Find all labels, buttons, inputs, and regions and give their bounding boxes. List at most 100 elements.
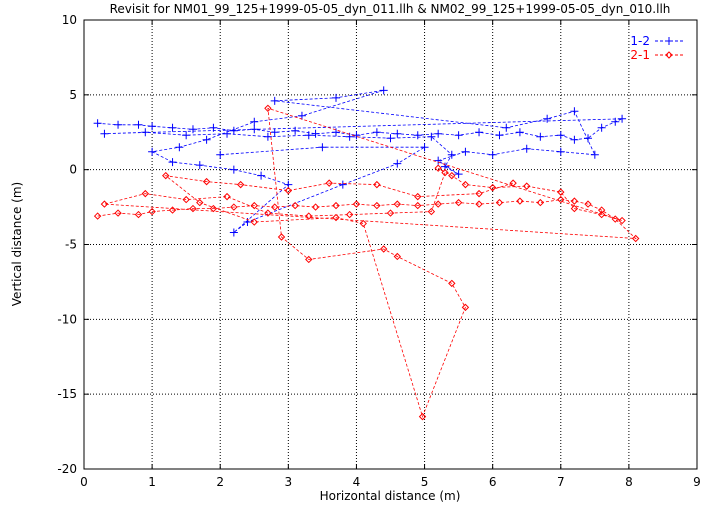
x-tick-label: 1 <box>148 475 156 489</box>
data-point <box>141 189 150 198</box>
data-point <box>543 114 552 123</box>
y-tick-label: -15 <box>57 387 77 401</box>
data-point <box>536 198 545 207</box>
data-point <box>523 182 531 190</box>
data-point <box>584 134 593 143</box>
data-point <box>93 119 102 128</box>
data-point <box>332 93 341 102</box>
data-point <box>556 147 565 156</box>
data-point <box>393 129 402 138</box>
data-point <box>454 131 463 140</box>
data-point <box>229 228 238 237</box>
data-point <box>270 96 279 105</box>
data-point <box>202 135 211 144</box>
data-point <box>250 125 259 134</box>
data-point <box>475 189 483 198</box>
data-point <box>195 161 204 170</box>
grid-lines <box>84 20 697 469</box>
data-point <box>488 183 497 192</box>
data-point <box>386 209 395 217</box>
data-point <box>448 279 456 288</box>
data-point <box>318 143 327 152</box>
y-tick-label: 10 <box>62 13 77 27</box>
data-point <box>270 128 279 137</box>
data-point <box>570 107 579 116</box>
data-point <box>475 200 483 208</box>
data-point <box>597 210 606 219</box>
data-point <box>291 201 299 210</box>
data-point <box>148 122 157 131</box>
data-point <box>175 143 184 152</box>
data-point <box>441 168 449 177</box>
data-point <box>570 204 579 213</box>
data-point <box>631 234 640 243</box>
x-tick-label: 8 <box>625 475 633 489</box>
data-point <box>277 233 286 241</box>
data-point <box>509 179 517 187</box>
data-point <box>332 201 340 210</box>
data-point <box>114 120 123 129</box>
data-point <box>223 192 231 201</box>
data-point <box>454 198 463 207</box>
data-point <box>495 198 504 207</box>
legend-marker <box>665 51 673 59</box>
data-point <box>427 207 436 216</box>
data-point <box>557 188 565 196</box>
data-point <box>216 150 225 159</box>
y-tick-label: 5 <box>69 88 77 102</box>
data-point <box>325 179 333 187</box>
legend-label: 1-2 <box>630 34 650 48</box>
data-point <box>611 117 620 126</box>
data-point <box>100 129 109 138</box>
legend-label: 2-1 <box>630 48 650 62</box>
data-point <box>420 143 429 152</box>
data-point <box>414 201 422 210</box>
data-point <box>379 245 388 253</box>
data-point <box>284 186 293 195</box>
data-point <box>359 219 367 228</box>
x-tick-label: 3 <box>285 475 293 489</box>
x-tick-label: 0 <box>80 475 88 489</box>
data-point <box>488 150 497 159</box>
data-point <box>189 204 197 213</box>
data-point <box>291 126 300 135</box>
data-point <box>236 180 245 189</box>
data-point <box>373 201 381 210</box>
data-point <box>590 150 599 159</box>
series-line <box>97 107 637 418</box>
x-tick-label: 9 <box>693 475 701 489</box>
data-point <box>311 203 320 211</box>
data-point <box>332 213 340 222</box>
data-point <box>257 171 266 180</box>
data-point <box>202 177 211 186</box>
data-point <box>393 159 402 168</box>
data-point <box>264 209 272 217</box>
data-point <box>332 128 341 137</box>
series-line <box>97 89 623 233</box>
x-tick-label: 4 <box>353 475 361 489</box>
data-point <box>448 171 456 180</box>
data-point <box>373 180 381 189</box>
data-point <box>338 180 347 189</box>
data-point <box>114 209 122 217</box>
data-point <box>618 216 626 225</box>
data-point <box>461 180 470 189</box>
y-tick-label: -5 <box>65 238 77 252</box>
data-point <box>304 131 313 140</box>
data-point <box>188 125 197 134</box>
data-point <box>495 131 504 140</box>
x-tick-label: 5 <box>421 475 429 489</box>
x-tick-label: 6 <box>489 475 497 489</box>
data-point <box>209 123 218 132</box>
legend: 1-22-1 <box>630 34 683 62</box>
data-point <box>250 218 258 226</box>
x-axis-label: Horizontal distance (m) <box>320 489 461 503</box>
data-point <box>536 132 545 141</box>
data-point <box>168 206 177 214</box>
data-point <box>418 412 427 421</box>
data-point <box>379 86 388 95</box>
data-point <box>570 135 579 144</box>
data-point <box>305 255 313 264</box>
data-point <box>148 147 157 156</box>
data-point <box>345 210 354 219</box>
